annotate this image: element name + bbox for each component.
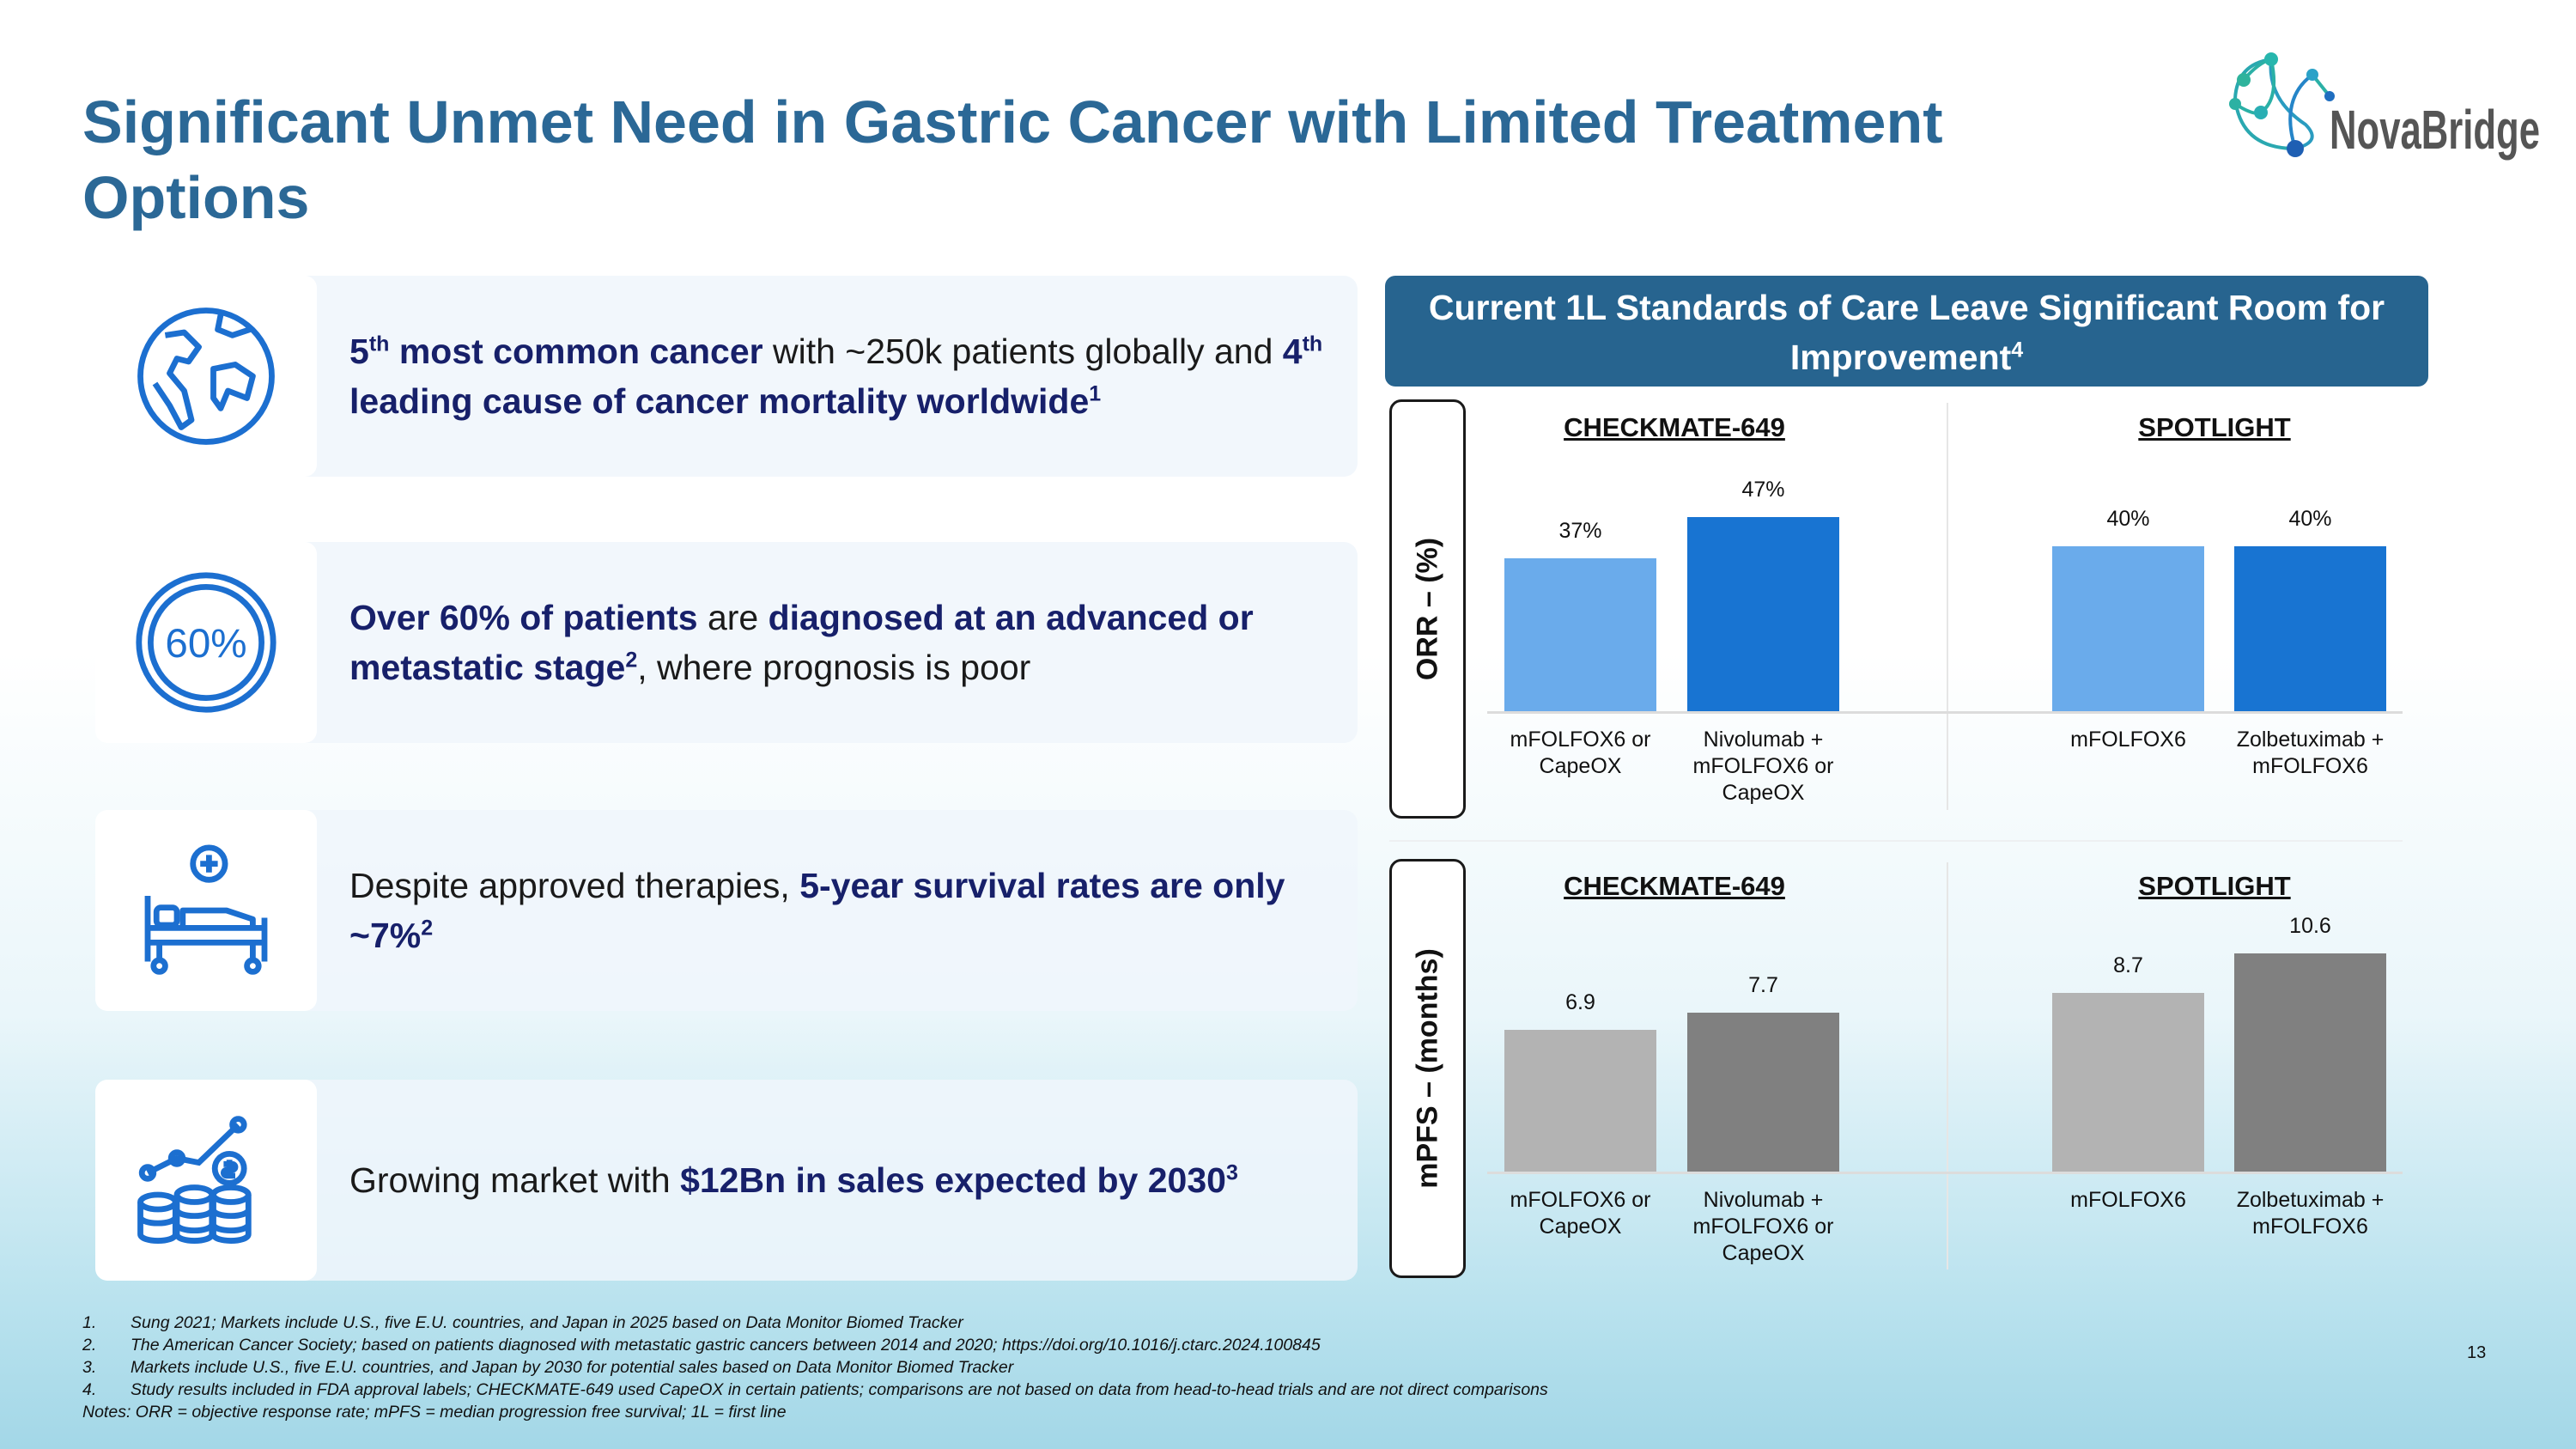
emphasis-text: diagnosed at an advanced or metastatic s… bbox=[349, 598, 1254, 687]
footnote-number: 2. bbox=[82, 1336, 97, 1355]
footnote-number: 4. bbox=[82, 1380, 97, 1399]
x-axis-baseline bbox=[1487, 1172, 2403, 1174]
card-text: Despite approved therapies, 5-year survi… bbox=[349, 810, 1346, 1011]
footnote-text: Sung 2021; Markets include U.S., five E.… bbox=[131, 1313, 963, 1332]
data-label: 8.7 bbox=[2113, 953, 2143, 977]
footnote: 3. Markets include U.S., five E.U. countr… bbox=[82, 1356, 1548, 1379]
body-text: , where prognosis is poor bbox=[637, 648, 1031, 687]
emphasis-text: 2 bbox=[625, 648, 638, 673]
emphasis-text: $12Bn in sales expected by 2030 bbox=[680, 1160, 1226, 1200]
emphasis-text: leading cause of cancer mortality worldw… bbox=[349, 381, 1090, 421]
network-logo-icon: NovaBridge bbox=[2229, 52, 2540, 161]
body-text: are bbox=[697, 598, 769, 637]
footnote-number: 1. bbox=[82, 1313, 97, 1332]
globe-icon bbox=[137, 307, 275, 445]
group-title: CHECKMATE-649 bbox=[1564, 871, 1785, 901]
bar bbox=[1687, 1013, 1839, 1172]
panel-header: Current 1L Standards of Care Leave Signi… bbox=[1385, 276, 2428, 387]
footnote: 4. Study results included in FDA approval… bbox=[82, 1379, 1548, 1401]
category-label: mFOLFOX6 bbox=[2070, 1188, 2186, 1212]
category-label: Nivolumab + mFOLFOX6 or CapeOX bbox=[1692, 1188, 1834, 1265]
emphasis-text: 5-year survival rates are only ~7% bbox=[349, 866, 1285, 955]
data-label: 37% bbox=[1558, 519, 1602, 544]
fact-card-advanced-stage: 60% Over 60% of patients are diagnosed a… bbox=[95, 542, 1358, 743]
page-title: Significant Unmet Need in Gastric Cancer… bbox=[82, 88, 1943, 231]
svg-text:NovaBridge: NovaBridge bbox=[2330, 99, 2540, 161]
group-title: SPOTLIGHT bbox=[2138, 871, 2291, 901]
group-title: SPOTLIGHT bbox=[2138, 412, 2291, 442]
bar bbox=[2234, 546, 2386, 711]
fact-card-market: Growing market with $12Bn in sales expec… bbox=[95, 1080, 1358, 1281]
data-label: 6.9 bbox=[1565, 989, 1595, 1014]
data-label: 40% bbox=[2288, 507, 2332, 531]
body-text: Growing market with bbox=[349, 1160, 681, 1200]
emphasis-text: 3 bbox=[1225, 1160, 1238, 1185]
bar bbox=[1687, 517, 1839, 711]
page-number: 13 bbox=[2467, 1343, 2487, 1362]
category-label: Nivolumab + mFOLFOX6 or CapeOX bbox=[1692, 728, 1834, 805]
bar bbox=[1504, 558, 1656, 711]
data-label: 47% bbox=[1741, 478, 1785, 502]
footnote-text: The American Cancer Society; based on pa… bbox=[131, 1336, 1321, 1355]
group-divider bbox=[1947, 862, 1948, 1269]
bar bbox=[1504, 1029, 1656, 1172]
emphasis-text: 5 bbox=[349, 332, 369, 371]
category-label: mFOLFOX6 or CapeOX bbox=[1510, 1188, 1651, 1239]
chart-separator bbox=[1389, 840, 2403, 842]
emphasis-text: 4 bbox=[1282, 332, 1303, 371]
group-title: CHECKMATE-649 bbox=[1564, 412, 1785, 442]
orr-axis-label-box: ORR – (%) bbox=[1389, 399, 1466, 819]
fact-card-incidence: 5th most common cancer with ~250k patien… bbox=[95, 276, 1358, 477]
body-text: with ~250k patients globally and bbox=[762, 332, 1283, 371]
emphasis-text: 2 bbox=[421, 916, 434, 941]
hospital-bed-icon bbox=[144, 844, 268, 975]
card-text: Over 60% of patients are diagnosed at an… bbox=[349, 542, 1346, 743]
footnote: 2. The American Cancer Society; based on … bbox=[82, 1334, 1548, 1356]
footnote-number: 3. bbox=[82, 1358, 97, 1377]
emphasis-text: Over 60% of patients bbox=[349, 598, 698, 637]
x-axis-baseline bbox=[1487, 711, 2403, 714]
data-label: 40% bbox=[2106, 507, 2150, 531]
emphasis-text: 1 bbox=[1089, 381, 1102, 406]
y-axis-label: ORR – (%) bbox=[1411, 537, 1443, 681]
footnote-text: Markets include U.S., five E.U. countrie… bbox=[131, 1358, 1014, 1377]
category-label: mFOLFOX6 or CapeOX bbox=[1510, 728, 1651, 778]
footnotes: 1. Sung 2021; Markets include U.S., five … bbox=[82, 1312, 1548, 1423]
bar bbox=[2052, 546, 2204, 711]
coins-growth-icon bbox=[137, 1116, 252, 1244]
emphasis-text: th bbox=[1302, 332, 1323, 356]
group-divider bbox=[1947, 403, 1948, 810]
bar bbox=[2234, 953, 2386, 1172]
fact-card-survival: Despite approved therapies, 5-year survi… bbox=[95, 810, 1358, 1011]
novabridge-logo: NovaBridge bbox=[2220, 47, 2546, 167]
mpfs-axis-label-box: mPFS – (months) bbox=[1389, 859, 1466, 1278]
category-label: Zolbetuximab + mFOLFOX6 bbox=[2236, 728, 2385, 778]
body-text: Despite approved therapies, bbox=[349, 866, 800, 905]
category-label: Zolbetuximab + mFOLFOX6 bbox=[2236, 1188, 2385, 1239]
bar bbox=[2052, 992, 2204, 1172]
data-label: 7.7 bbox=[1748, 973, 1778, 998]
panel-header-text: Current 1L Standards of Care Leave Signi… bbox=[1428, 288, 2385, 377]
emphasis-text: th bbox=[368, 332, 390, 356]
y-axis-label: mPFS – (months) bbox=[1411, 948, 1443, 1189]
emphasis-text: most common cancer bbox=[389, 332, 763, 371]
card-text: 5th most common cancer with ~250k patien… bbox=[349, 276, 1346, 477]
footnote: 1. Sung 2021; Markets include U.S., five … bbox=[82, 1312, 1548, 1334]
svg-text:60%: 60% bbox=[165, 621, 246, 667]
footnote-text: Study results included in FDA approval l… bbox=[131, 1380, 1548, 1399]
card-text: Growing market with $12Bn in sales expec… bbox=[349, 1080, 1346, 1281]
data-label: 10.6 bbox=[2289, 914, 2331, 938]
notes: Notes: ORR = objective response rate; mP… bbox=[82, 1403, 787, 1422]
percent-badge-icon: 60% bbox=[136, 572, 276, 713]
category-label: mFOLFOX6 bbox=[2070, 728, 2186, 752]
